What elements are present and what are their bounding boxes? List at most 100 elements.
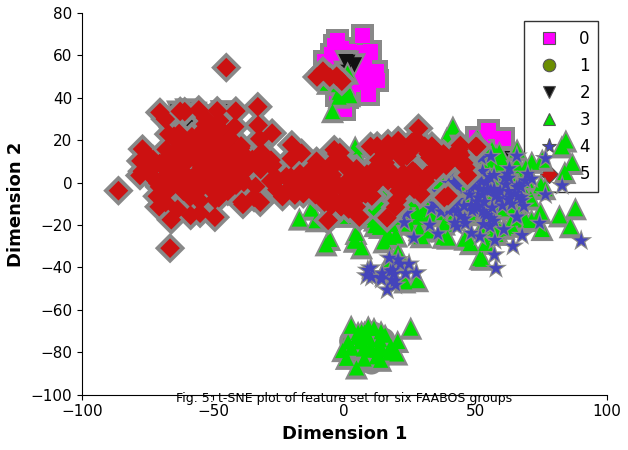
Point xyxy=(363,76,373,84)
Point xyxy=(570,205,580,212)
Point xyxy=(209,175,219,182)
Point xyxy=(183,117,193,125)
Point xyxy=(377,175,387,182)
Point xyxy=(464,197,474,204)
Point xyxy=(377,270,387,277)
Point xyxy=(175,149,185,157)
Point xyxy=(510,198,520,206)
Point xyxy=(225,183,236,190)
Point xyxy=(484,197,494,204)
Point xyxy=(221,64,231,71)
Point xyxy=(175,152,185,159)
Point xyxy=(477,168,487,175)
Point xyxy=(348,81,358,88)
Point xyxy=(504,188,514,195)
Point xyxy=(442,202,452,210)
Point xyxy=(305,174,315,181)
Point xyxy=(450,191,460,198)
Point xyxy=(171,121,181,128)
Point xyxy=(475,255,485,262)
Point xyxy=(388,267,398,274)
Point xyxy=(210,140,220,148)
Point xyxy=(509,214,519,221)
Point xyxy=(408,178,418,185)
Point xyxy=(332,92,342,99)
Point xyxy=(332,174,342,181)
Point xyxy=(347,54,357,61)
Point xyxy=(355,58,365,65)
Point xyxy=(489,185,499,193)
Point xyxy=(400,278,410,285)
Point xyxy=(181,120,192,127)
Point xyxy=(455,166,465,174)
Point xyxy=(367,333,377,341)
Point xyxy=(407,139,417,146)
Point xyxy=(402,173,412,180)
Point xyxy=(347,70,357,77)
Point xyxy=(217,172,227,180)
Point xyxy=(455,177,465,184)
Point xyxy=(357,189,367,197)
Point xyxy=(424,227,434,234)
Point xyxy=(255,135,265,143)
Point xyxy=(177,182,187,189)
Point xyxy=(256,162,266,169)
Point xyxy=(328,65,338,72)
Point xyxy=(219,176,229,183)
Point xyxy=(396,171,406,178)
Point xyxy=(362,196,372,203)
Point xyxy=(384,234,394,241)
Point xyxy=(332,42,342,49)
Point xyxy=(334,50,344,58)
Point xyxy=(195,186,205,193)
Point xyxy=(342,165,352,172)
Point xyxy=(213,162,223,170)
Point xyxy=(465,240,475,247)
Point xyxy=(461,164,471,171)
Point xyxy=(414,226,424,233)
Point xyxy=(331,47,341,54)
Point xyxy=(202,132,212,140)
Point xyxy=(383,177,393,184)
Point xyxy=(385,146,395,153)
Point xyxy=(295,216,305,223)
Point xyxy=(478,191,488,198)
Point xyxy=(362,272,372,279)
Point xyxy=(187,148,197,155)
Point xyxy=(407,168,417,176)
Point xyxy=(486,213,496,220)
Point xyxy=(323,189,333,197)
Point xyxy=(287,141,297,149)
Point xyxy=(358,32,368,39)
Point xyxy=(341,58,351,65)
Point xyxy=(418,207,428,214)
Point xyxy=(462,189,472,197)
Point xyxy=(440,194,450,201)
Point xyxy=(372,151,382,158)
Point xyxy=(365,265,376,272)
Point xyxy=(389,270,399,278)
Point xyxy=(340,69,350,76)
Point xyxy=(469,184,479,191)
Point xyxy=(205,144,215,152)
Point xyxy=(234,175,244,182)
Point xyxy=(200,114,210,122)
Point xyxy=(230,123,240,130)
Point xyxy=(363,78,373,86)
Point xyxy=(163,170,173,177)
Point xyxy=(351,230,361,237)
Point xyxy=(470,176,480,183)
Point xyxy=(192,140,202,148)
Point xyxy=(451,154,461,162)
Point xyxy=(393,249,403,256)
Point xyxy=(236,142,246,149)
Point xyxy=(425,201,435,208)
Point xyxy=(364,90,374,98)
Point xyxy=(390,277,400,284)
Point xyxy=(340,69,350,76)
Point xyxy=(318,68,328,75)
Point xyxy=(472,143,482,150)
Point xyxy=(481,179,491,186)
Point xyxy=(332,86,342,93)
Point xyxy=(376,355,386,362)
